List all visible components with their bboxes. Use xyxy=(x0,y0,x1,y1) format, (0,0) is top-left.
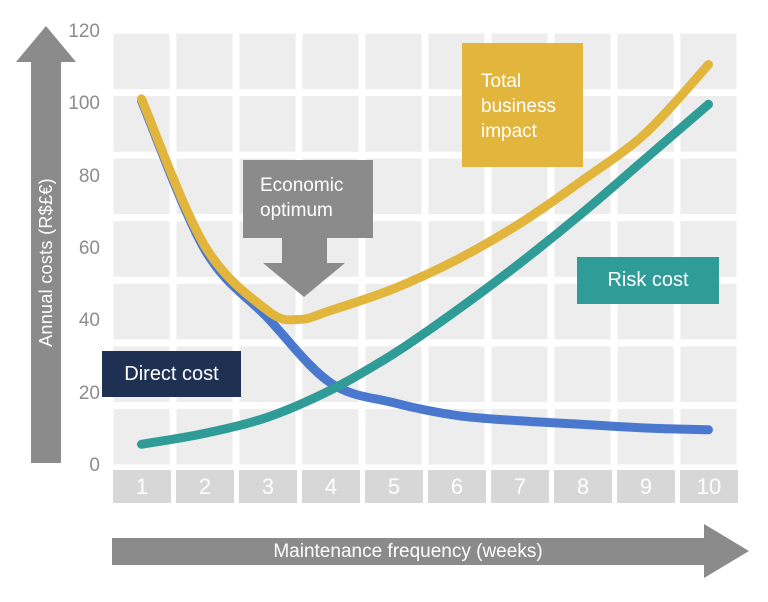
grid-cell xyxy=(680,346,737,402)
grid-cell xyxy=(113,33,170,90)
x-tick-box-10: 10 xyxy=(680,470,738,503)
annotation-economic-optimum: Economic optimum xyxy=(243,160,373,238)
legend-direct-cost-label: Direct cost xyxy=(124,362,219,385)
legend-total-business-impact: Total business impact xyxy=(462,43,583,167)
grid-cell xyxy=(113,221,170,277)
grid-cell xyxy=(239,33,296,90)
curve-risk-cost xyxy=(137,99,713,449)
grid-cell xyxy=(302,408,359,465)
x-tick-box-4: 4 xyxy=(302,470,360,503)
grid-cell xyxy=(428,158,485,215)
legend-total-line2: business xyxy=(481,96,556,117)
grid-cell xyxy=(239,96,296,152)
grid-cell xyxy=(365,33,422,90)
grid-cell xyxy=(176,33,233,90)
grid-cell xyxy=(554,346,611,402)
curve-total-business-impact xyxy=(137,60,713,325)
grid-cell xyxy=(491,158,548,215)
grid-cell xyxy=(680,408,737,465)
grid-cell xyxy=(302,33,359,90)
grid-cell xyxy=(491,283,548,340)
economic-optimum-arrow-stem xyxy=(282,237,327,264)
grid-cell xyxy=(617,346,674,402)
x-axis-arrow: Maintenance frequency (weeks) xyxy=(112,538,704,565)
grid-cell xyxy=(365,221,422,277)
y-tick-label-40: 40 xyxy=(78,310,100,331)
grid-cell xyxy=(113,283,170,340)
economic-optimum-arrow-down-icon xyxy=(263,263,345,297)
x-tick-box-8: 8 xyxy=(554,470,612,503)
y-tick-label-120: 120 xyxy=(68,21,100,42)
annotation-economic-line1: Economic xyxy=(260,175,344,196)
y-axis-arrowhead-icon xyxy=(16,26,76,62)
y-tick-label-80: 80 xyxy=(78,166,100,187)
legend-risk-cost-label: Risk cost xyxy=(607,269,689,291)
x-tick-box-2: 2 xyxy=(176,470,234,503)
y-tick-label-100: 100 xyxy=(68,93,100,114)
legend-direct-cost: Direct cost xyxy=(102,351,241,397)
grid-cell xyxy=(617,158,674,215)
legend-risk-cost: Risk cost xyxy=(577,257,719,304)
x-tick-box-5: 5 xyxy=(365,470,423,503)
x-axis-arrowhead-icon xyxy=(704,524,749,578)
grid-cell xyxy=(428,346,485,402)
x-tick-box-1: 1 xyxy=(113,470,171,503)
grid-cell xyxy=(176,96,233,152)
y-tick-label-20: 20 xyxy=(78,383,100,404)
grid-cell xyxy=(491,346,548,402)
y-tick-label-60: 60 xyxy=(78,238,100,259)
grid-cell xyxy=(617,408,674,465)
grid-cell xyxy=(554,408,611,465)
x-tick-box-6: 6 xyxy=(428,470,486,503)
grid-cell xyxy=(617,33,674,90)
y-tick-label-0: 0 xyxy=(89,455,100,476)
x-tick-box-7: 7 xyxy=(491,470,549,503)
legend-total-line3: impact xyxy=(481,121,537,142)
y-axis-arrow: Annual costs (R$£€) xyxy=(31,62,61,463)
legend-total-line1: Total xyxy=(481,71,522,92)
grid-cell xyxy=(113,408,170,465)
grid-cell xyxy=(113,158,170,215)
x-tick-box-3: 3 xyxy=(239,470,297,503)
grid-cell xyxy=(302,96,359,152)
x-tick-box-9: 9 xyxy=(617,470,675,503)
grid-cell xyxy=(176,283,233,340)
grid-cell xyxy=(365,158,422,215)
grid-cell xyxy=(680,158,737,215)
x-axis-title: Maintenance frequency (weeks) xyxy=(273,540,543,562)
grid-cell xyxy=(365,408,422,465)
grid-cell xyxy=(239,346,296,402)
grid-cell xyxy=(365,96,422,152)
annotation-economic-line2: optimum xyxy=(260,200,333,221)
